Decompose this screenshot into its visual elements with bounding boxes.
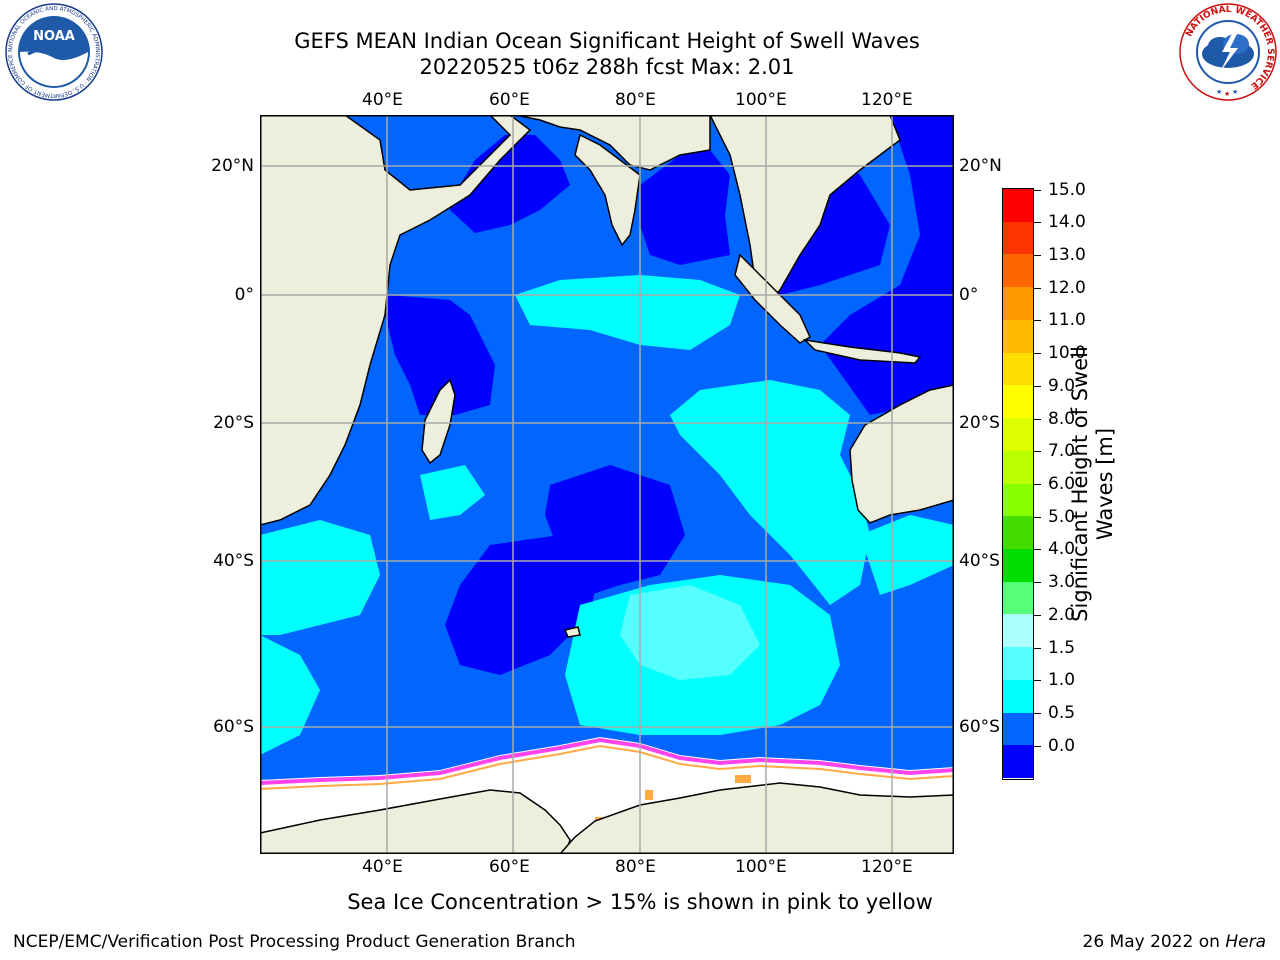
colorbar-tick (1034, 647, 1041, 649)
colorbar-segment (1003, 287, 1033, 321)
colorbar-tick (1034, 254, 1041, 256)
colorbar-tick-label: 3.0 (1048, 572, 1076, 593)
nws-logo: NATIONAL WEATHER SERVICE ★ ★ ★ (1179, 3, 1277, 101)
colorbar-tick-label: 13.0 (1048, 244, 1086, 265)
colorbar-tick (1034, 287, 1041, 289)
colorbar-tick (1034, 222, 1041, 224)
swell-1.5-2m-regions (620, 585, 760, 680)
footer-date: 26 May 2022 on Hera (1083, 932, 1267, 952)
colorbar-segment (1003, 450, 1033, 484)
colorbar-tick (1034, 680, 1041, 682)
lon-tick-top-40e: 40°E (362, 90, 403, 110)
colorbar-tick (1034, 418, 1041, 420)
footer-date-text: 26 May 2022 on (1082, 932, 1226, 952)
colorbar-segment (1003, 745, 1033, 779)
map-border (260, 115, 954, 854)
colorbar-segment (1003, 614, 1033, 648)
lat-tick-left-20n: 20°N (211, 156, 254, 176)
colorbar-tick (1034, 484, 1041, 485)
swell-height-map (260, 115, 954, 854)
lon-tick-bottom-80e: 80°E (615, 857, 656, 877)
colorbar-tick-label: 0.0 (1048, 735, 1076, 756)
lon-tick-bottom-60e: 60°E (489, 857, 530, 877)
lat-tick-right-20n: 20°N (959, 156, 1002, 176)
lon-tick-top-120e: 120°E (861, 90, 913, 110)
colorbar-tick-label: 5.0 (1048, 506, 1076, 527)
svg-text:★: ★ (1224, 90, 1230, 98)
colorbar-segment (1003, 581, 1033, 615)
colorbar-segment (1003, 548, 1033, 583)
colorbar-tick (1034, 516, 1041, 518)
footer-credit: NCEP/EMC/Verification Post Processing Pr… (13, 932, 576, 952)
colorbar-segment (1003, 385, 1033, 419)
colorbar-tick (1034, 713, 1041, 715)
lat-tick-left-0: 0° (234, 285, 254, 305)
colorbar-tick (1034, 745, 1041, 747)
lat-tick-right-20s: 20°S (959, 413, 1000, 433)
lat-tick-left-60s: 60°S (213, 717, 254, 737)
colorbar-tick-label: 14.0 (1048, 212, 1086, 233)
colorbar-segment (1003, 189, 1033, 223)
colorbar-tick-label: 9.0 (1048, 375, 1076, 396)
lat-tick-right-40s: 40°S (959, 551, 1000, 571)
colorbar-tick-label: 6.0 (1048, 474, 1076, 494)
colorbar-tick (1034, 582, 1041, 584)
colorbar-segment (1003, 712, 1033, 746)
colorbar-tick-label: 12.0 (1048, 277, 1086, 298)
colorbar-tick-label: 10.0 (1048, 343, 1086, 364)
colorbar-tick (1034, 385, 1041, 387)
graticule (260, 115, 954, 854)
svg-text:★: ★ (1232, 88, 1238, 96)
colorbar-tick (1034, 549, 1041, 551)
colorbar-tick (1034, 614, 1041, 616)
colorbar-tick (1034, 451, 1041, 453)
colorbar-segment (1003, 647, 1033, 681)
colorbar-segment (1003, 254, 1033, 288)
lon-tick-bottom-40e: 40°E (362, 857, 403, 877)
lon-tick-bottom-100e: 100°E (735, 857, 787, 877)
colorbar-segment (1003, 221, 1033, 255)
colorbar-segment (1003, 679, 1033, 714)
lon-tick-top-80e: 80°E (615, 90, 656, 110)
colorbar-tick-label: 7.0 (1048, 441, 1076, 462)
footer-host: Hera (1225, 932, 1266, 952)
colorbar-tick-label: 1.0 (1048, 670, 1076, 691)
colorbar-tick-label: 11.0 (1048, 310, 1086, 331)
svg-text:★: ★ (1216, 88, 1222, 96)
colorbar-tick (1034, 353, 1041, 355)
colorbar-tick-label: 15.0 (1048, 179, 1086, 200)
map-subtitle: 20220525 t06z 288h fcst Max: 2.01 (419, 55, 795, 79)
colorbar-tick (1034, 320, 1041, 322)
lon-tick-top-60e: 60°E (489, 90, 530, 110)
lon-tick-bottom-120e: 120°E (861, 857, 913, 877)
noaa-logo: NATIONAL OCEANIC AND ATMOSPHERIC ADMINIS… (5, 3, 103, 101)
colorbar-title: Significant Height of Swell Waves [m] (1068, 346, 1117, 622)
colorbar-tick-label: 8.0 (1048, 408, 1076, 429)
lat-tick-left-40s: 40°S (213, 551, 254, 571)
lon-tick-top-100e: 100°E (735, 90, 787, 110)
colorbar-segment (1003, 483, 1033, 517)
colorbar-segment (1003, 516, 1033, 550)
colorbar (1002, 188, 1034, 780)
map-title: GEFS MEAN Indian Ocean Significant Heigh… (294, 29, 920, 53)
colorbar-segment (1003, 418, 1033, 452)
colorbar-tick (1034, 189, 1041, 191)
lat-tick-right-0: 0° (959, 285, 979, 305)
colorbar-tick-label: 1.5 (1048, 637, 1076, 658)
lat-tick-left-20s: 20°S (213, 413, 254, 433)
colorbar-tick-label: 4.0 (1048, 539, 1076, 560)
noaa-logo-text: NOAA (33, 29, 75, 44)
colorbar-tick-label: 0.5 (1048, 703, 1076, 724)
colorbar-tick-label: 2.0 (1048, 604, 1076, 625)
colorbar-segment (1003, 352, 1033, 386)
sea-ice-caption: Sea Ice Concentration > 15% is shown in … (347, 890, 933, 914)
lat-tick-right-60s: 60°S (959, 717, 1000, 737)
colorbar-segment (1003, 319, 1033, 354)
